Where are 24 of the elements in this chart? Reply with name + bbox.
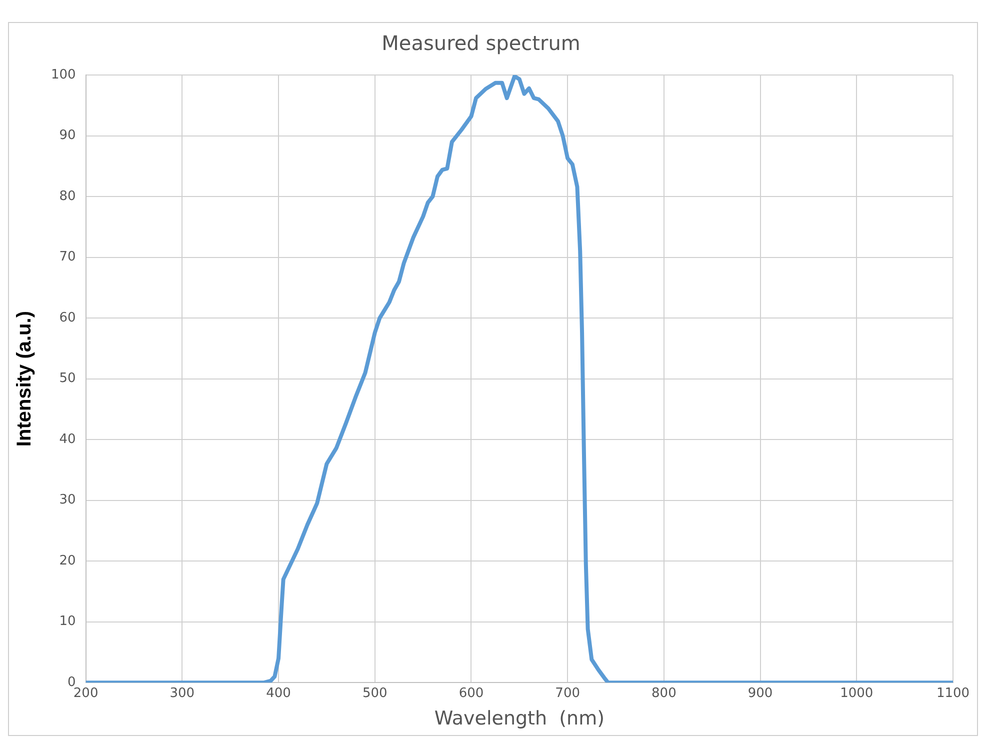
y-tick-label: 70 <box>59 250 76 265</box>
x-tick-label: 800 <box>652 686 676 701</box>
y-tick-label: 80 <box>59 188 76 204</box>
x-tick-label: 200 <box>73 686 98 701</box>
x-tick-label: 300 <box>170 686 195 701</box>
x-tick-label: 600 <box>458 686 484 701</box>
x-tick-label: 900 <box>748 686 773 701</box>
y-tick-label: 40 <box>59 432 76 447</box>
y-tick-label: 90 <box>59 128 76 144</box>
y-tick-label: 100 <box>50 67 76 82</box>
y-tick-label: 10 <box>59 614 76 630</box>
y-tick-label: 30 <box>59 492 76 508</box>
chart-title: Measured spectrum <box>382 31 580 56</box>
x-tick-label: 1100 <box>936 686 970 701</box>
x-tick-label: 500 <box>362 686 388 701</box>
y-tick-label: 20 <box>59 553 76 568</box>
x-axis-title: Wavelength (nm) <box>434 708 604 730</box>
x-tick-label: 700 <box>555 686 580 701</box>
y-axis-title: Intensity (a.u.) <box>14 311 36 447</box>
x-tick-label: 400 <box>266 686 291 701</box>
x-tick-label: 1000 <box>840 686 874 701</box>
y-tick-label: 50 <box>59 371 76 386</box>
y-tick-label: 0 <box>68 674 76 690</box>
y-tick-label: 60 <box>59 310 76 326</box>
